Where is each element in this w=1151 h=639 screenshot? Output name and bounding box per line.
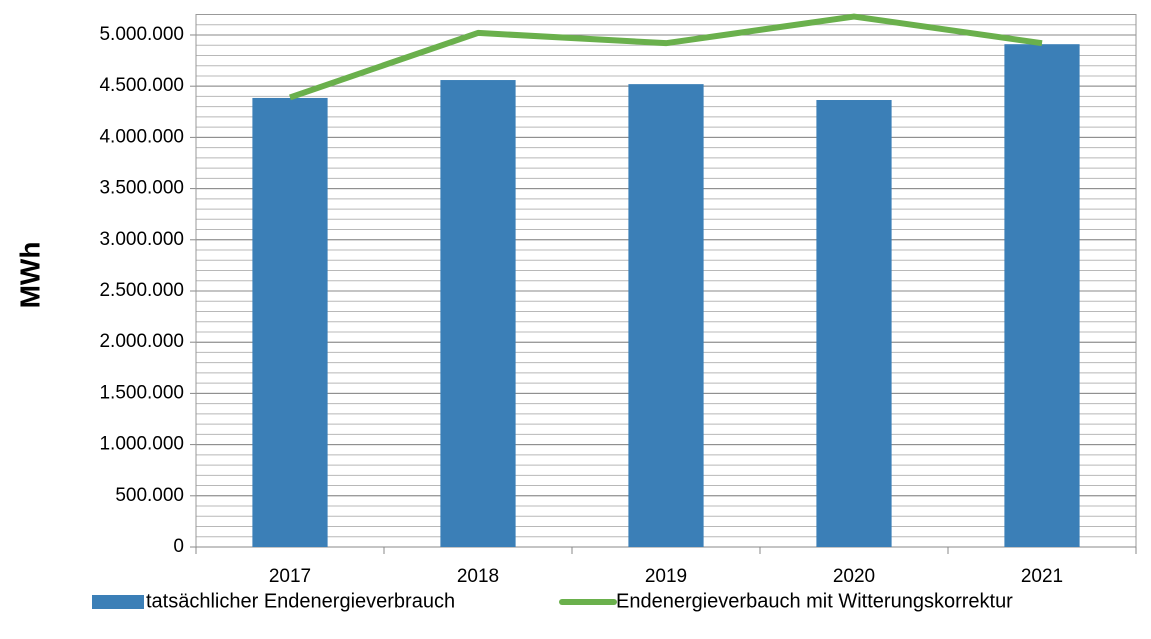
y-axis-label: MWh bbox=[14, 242, 45, 309]
line bbox=[289, 13, 1043, 101]
x-tick-label: 2021 bbox=[1021, 566, 1063, 587]
y-tick-label: 5.000.000 bbox=[99, 24, 184, 45]
bar bbox=[628, 84, 704, 547]
y-tick-label: 4.000.000 bbox=[99, 126, 184, 147]
y-tick-label: 1.500.000 bbox=[99, 382, 184, 403]
y-tick-label: 2.000.000 bbox=[99, 331, 184, 352]
x-tick-label: 2018 bbox=[457, 566, 499, 587]
bar bbox=[1004, 44, 1080, 548]
y-tick-label: 3.500.000 bbox=[99, 178, 184, 199]
legend-label: tatsächlicher Endenergieverbrauch bbox=[146, 590, 455, 612]
legend-swatch bbox=[92, 595, 144, 609]
y-tick-label: 0 bbox=[173, 536, 184, 557]
bar bbox=[816, 100, 892, 548]
x-tick-label: 2017 bbox=[269, 566, 311, 587]
x-tick-label: 2020 bbox=[833, 566, 875, 587]
y-tick-label: 4.500.000 bbox=[99, 75, 184, 96]
y-tick-label: 2.500.000 bbox=[99, 280, 184, 301]
legend-label: Endenergieverbauch mit Witterungskorrekt… bbox=[616, 590, 1013, 612]
bar bbox=[252, 97, 328, 547]
x-tick-label: 2019 bbox=[645, 566, 687, 587]
bar bbox=[440, 80, 516, 548]
y-tick-label: 3.000.000 bbox=[99, 229, 184, 250]
y-tick-label: 500.000 bbox=[115, 485, 184, 506]
y-tick-label: 1.000.000 bbox=[99, 434, 184, 455]
